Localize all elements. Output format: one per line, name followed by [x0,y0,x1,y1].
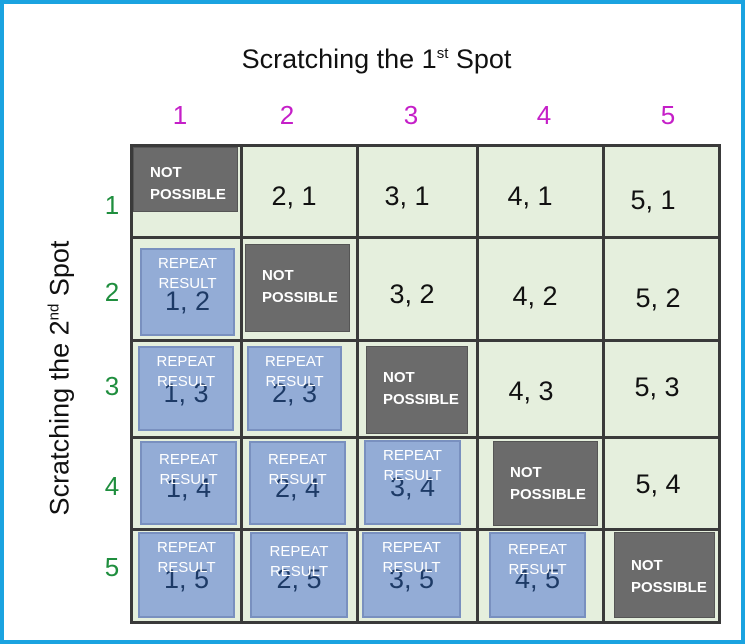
column-label-4: 4 [536,100,552,130]
not-possible-cell: NOT POSSIBLE [614,532,715,618]
row-label-2: 2 [104,277,120,307]
repeat-result-cell: 2, 4 REPEAT RESULT [249,441,346,525]
repeat-result-cell: 1, 4 REPEAT RESULT [140,441,237,525]
repeat-result-cell: 4, 5 REPEAT RESULT [489,532,586,618]
outcome-cell: 2, 1 [271,181,317,211]
grid-line [718,144,721,624]
repeat-result-cell: 1, 5 REPEAT RESULT [138,532,235,618]
top-axis-title: Scratching the 1st Spot [241,44,512,74]
grid-line [240,144,243,624]
grid-line [130,436,721,439]
outcome-cell: 5, 2 [635,283,681,313]
outcome-cell: 5, 4 [635,469,681,499]
grid-line [130,339,721,342]
repeat-result-cell: 2, 3 REPEAT RESULT [247,346,342,431]
grid-line [130,144,721,147]
outcome-cell: 4, 1 [507,181,553,211]
repeat-result-cell: 3, 4 REPEAT RESULT [364,440,461,525]
column-label-1: 1 [172,100,188,130]
grid-line [356,144,359,624]
outcome-cell: 5, 1 [630,185,676,215]
left-axis-title: Scratching the 2nd Spot [44,240,75,516]
not-possible-cell: NOT POSSIBLE [245,244,350,332]
row-label-5: 5 [104,552,120,582]
outcome-cell: 4, 3 [508,376,554,406]
column-label-3: 3 [403,100,419,130]
grid-line [130,621,721,624]
repeat-result-cell: 1, 3 REPEAT RESULT [138,346,234,431]
outcome-cell: 3, 1 [384,181,430,211]
outcome-cell: 4, 2 [512,281,558,311]
not-possible-cell: NOT POSSIBLE [133,147,238,212]
outcome-cell: 3, 2 [389,279,435,309]
outcome-cell: 5, 3 [634,372,680,402]
column-label-2: 2 [279,100,295,130]
row-label-4: 4 [104,471,120,501]
repeat-result-cell: 3, 5 REPEAT RESULT [362,532,461,618]
grid-line [602,144,605,624]
row-label-1: 1 [104,190,120,220]
outcome-grid: NOT POSSIBLE 2, 1 3, 1 4, 1 5, 1 1, 2 REP… [130,144,721,624]
grid-line [130,528,721,531]
grid-line [130,144,133,624]
repeat-result-cell: 2, 5 REPEAT RESULT [250,532,348,618]
not-possible-cell: NOT POSSIBLE [493,441,598,526]
grid-line [130,236,721,239]
grid-line [476,144,479,624]
row-label-3: 3 [104,371,120,401]
not-possible-cell: NOT POSSIBLE [366,346,468,434]
column-label-5: 5 [660,100,676,130]
repeat-result-cell: 1, 2 REPEAT RESULT [140,248,235,336]
